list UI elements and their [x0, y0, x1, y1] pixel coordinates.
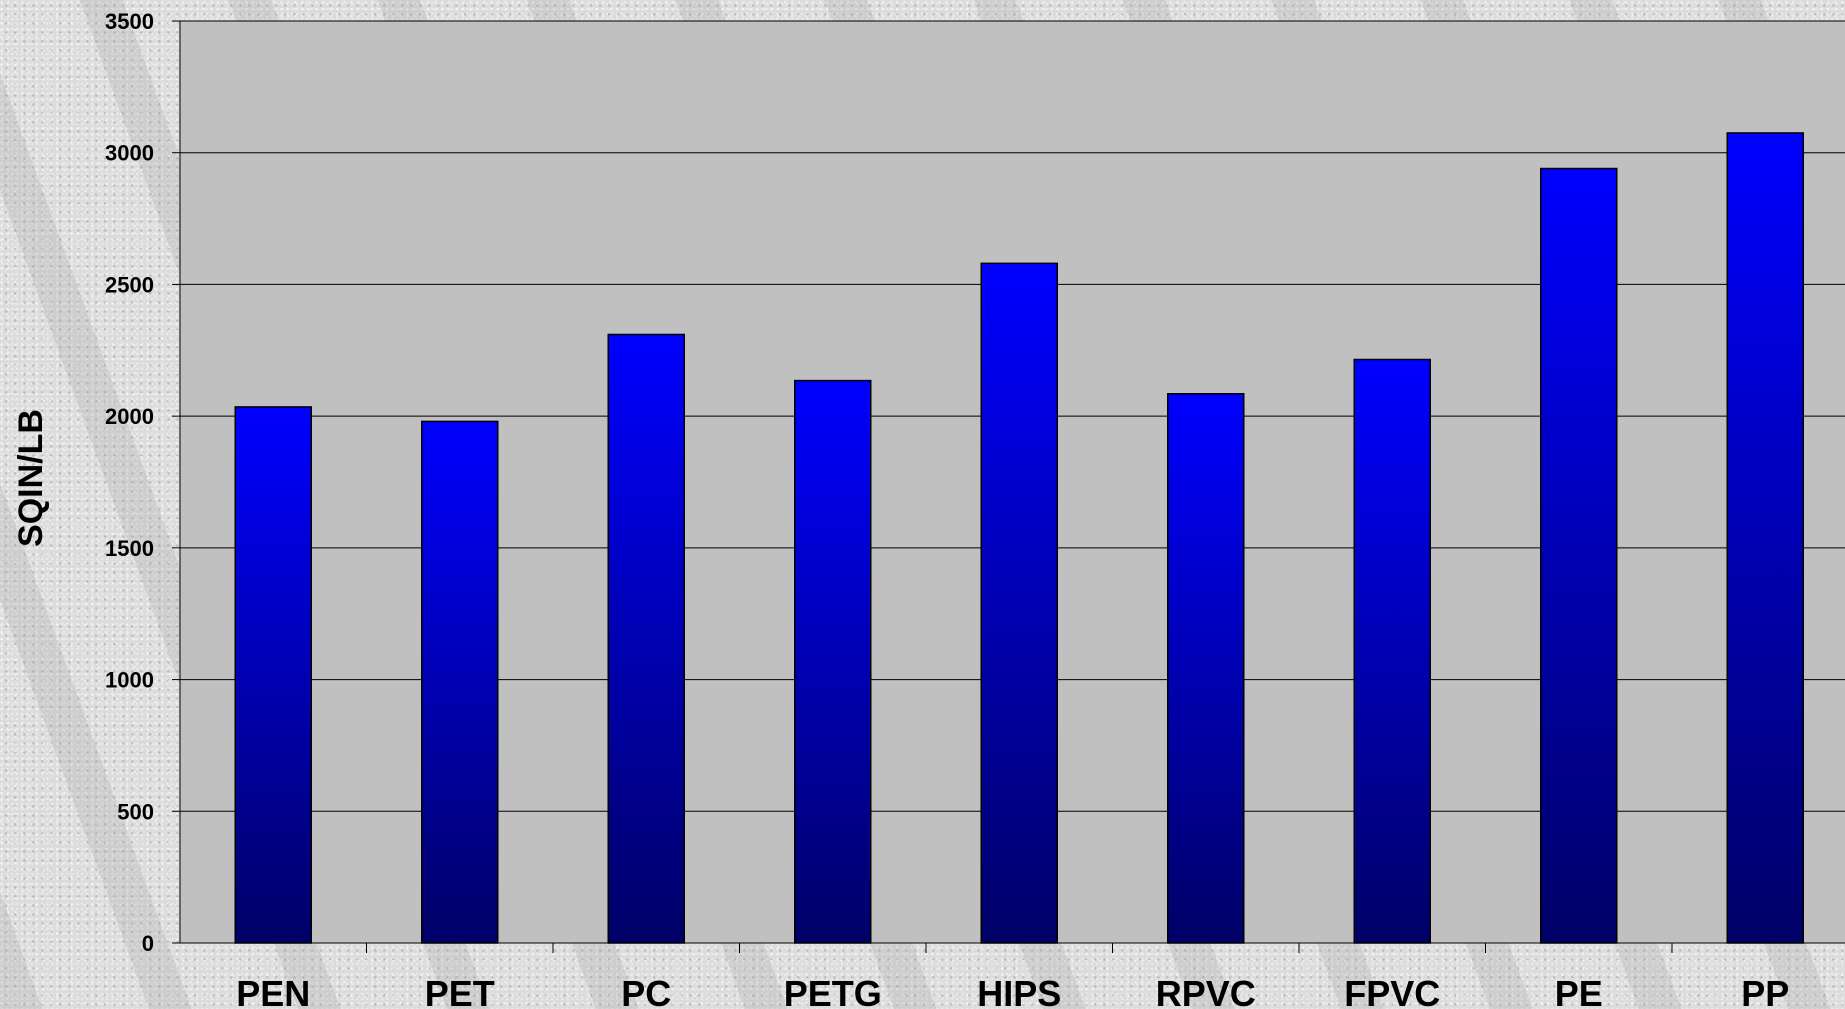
x-tick-label: PETG	[784, 973, 882, 1009]
x-tick-label: PP	[1741, 973, 1789, 1009]
x-tick-label: FPVC	[1344, 973, 1440, 1009]
bar-rpvc	[1167, 393, 1245, 944]
y-axis: 0 500 1000 1500 2000 2500 3000 3500	[105, 9, 181, 956]
y-tick-label: 3500	[105, 9, 154, 34]
bar-fpvc	[1353, 358, 1431, 944]
bar-pe	[1540, 167, 1618, 944]
x-tick-label: PET	[425, 973, 495, 1009]
y-tick-label: 2000	[105, 404, 154, 429]
y-tick-label: 1000	[105, 668, 154, 693]
bar-petg	[794, 379, 872, 944]
x-tick-label: PC	[621, 973, 671, 1009]
bar-pen	[234, 406, 312, 944]
bar-hips	[980, 262, 1058, 944]
bar-pet	[421, 420, 499, 944]
y-tick-label: 500	[117, 799, 154, 824]
x-tick-label: PEN	[236, 973, 310, 1009]
y-axis-label: SQIN/LB	[12, 409, 50, 547]
x-axis: PEN PET PC PETG HIPS RPVC FPVC PE PP	[180, 942, 1845, 1009]
y-tick-label: 2500	[105, 272, 154, 297]
y-tick-label: 3000	[105, 141, 154, 166]
x-tick-label: PE	[1555, 973, 1603, 1009]
bar-pp	[1726, 132, 1804, 944]
bar-pc	[607, 333, 685, 944]
bars	[234, 132, 1804, 944]
y-tick-label: 1500	[105, 536, 154, 561]
y-tick-label: 0	[142, 931, 154, 956]
x-tick-label: HIPS	[977, 973, 1061, 1009]
x-tick-label: RPVC	[1156, 973, 1256, 1009]
